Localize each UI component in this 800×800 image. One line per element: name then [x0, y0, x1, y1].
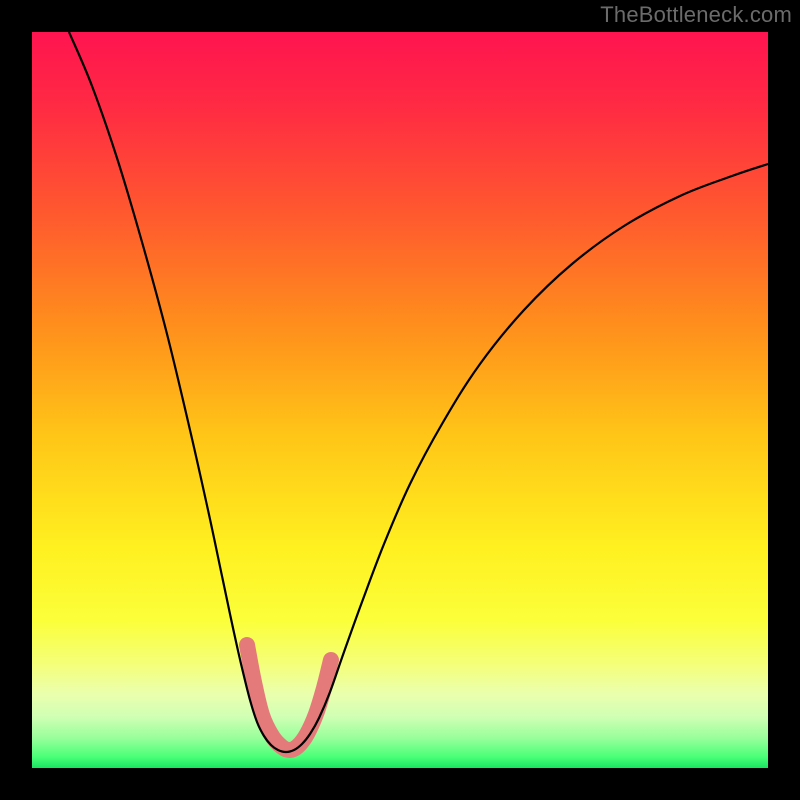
plot-area [32, 32, 768, 768]
watermark-text: TheBottleneck.com [600, 2, 792, 28]
bottleneck-curve [69, 32, 768, 752]
chart-canvas: TheBottleneck.com [0, 0, 800, 800]
curve-svg [32, 32, 768, 768]
valley-marker [247, 645, 331, 750]
